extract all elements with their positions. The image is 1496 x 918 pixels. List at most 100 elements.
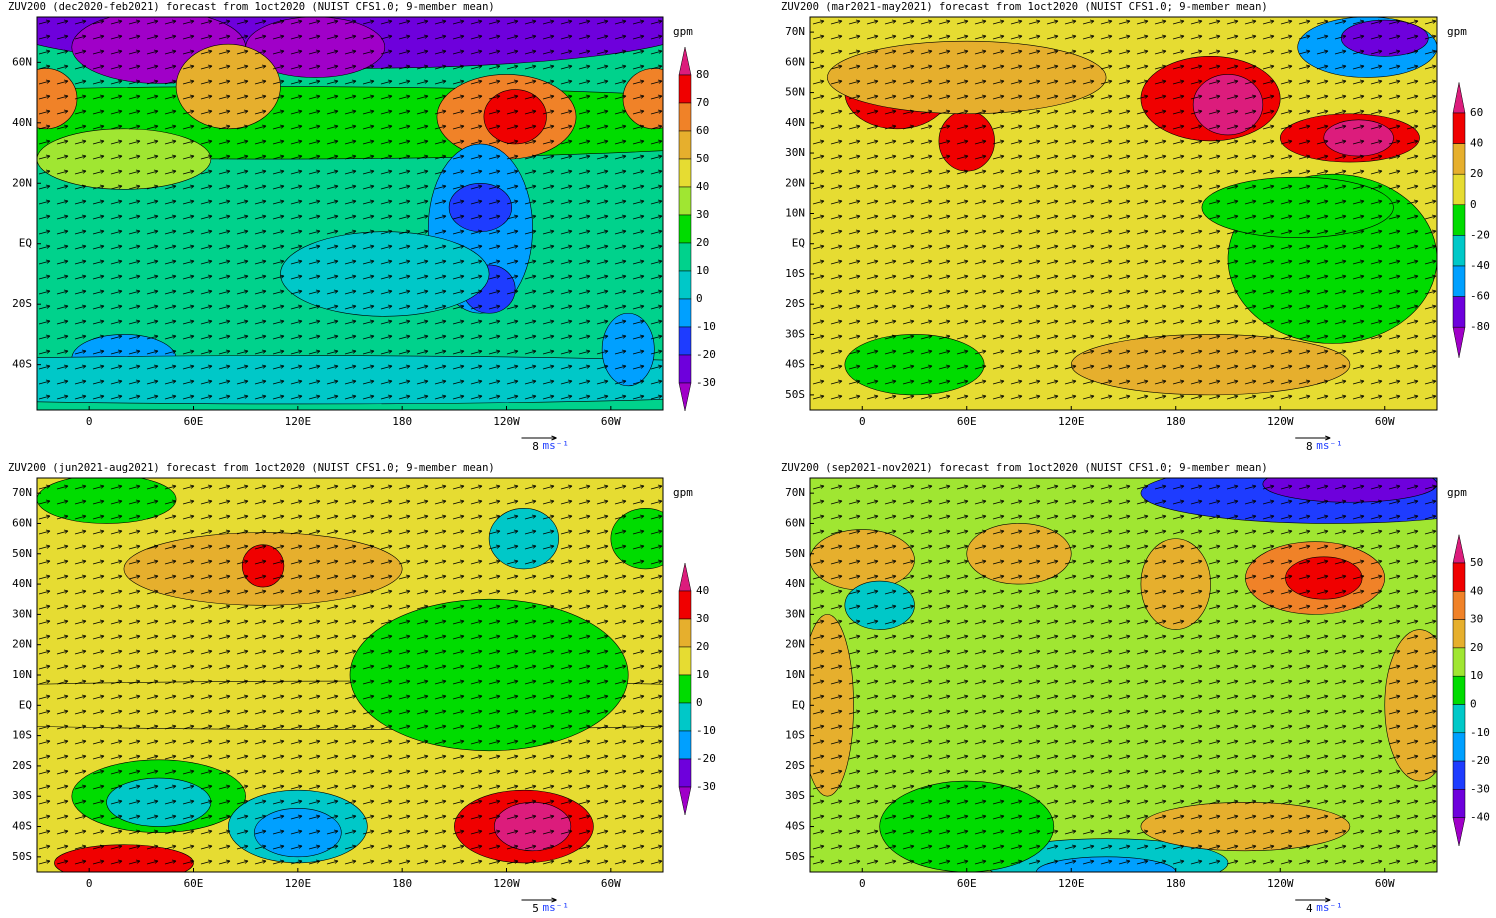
lat-tick-label: 50S: [785, 850, 805, 863]
colorbar-bin: [678, 186, 692, 216]
colorbar-label: -40: [1470, 811, 1490, 824]
colorbar-bin: [1452, 704, 1466, 734]
colorbar-unit: gpm: [673, 25, 693, 38]
lat-tick-label: 40N: [12, 577, 32, 590]
colorbar-label: 40: [696, 180, 709, 193]
colorbar-label: 70: [696, 96, 709, 109]
colorbar-bin: [678, 74, 692, 104]
colorbar-bin: [1452, 173, 1466, 206]
reference-value: 5: [532, 902, 539, 914]
wind-vectors: [810, 478, 1437, 872]
colorbar-label: -10: [696, 724, 716, 737]
lat-tick-label: 60N: [12, 516, 32, 529]
lon-tick-label: 120E: [1058, 877, 1085, 890]
colorbar-bin: [1452, 204, 1466, 236]
colorbar-label: -20: [696, 348, 716, 361]
colorbar-bin: [1452, 591, 1466, 620]
colorbar-bin: [678, 298, 692, 328]
colorbar-bin: [1452, 647, 1466, 677]
lat-tick-label: 40N: [785, 577, 805, 590]
panel-title: ZUV200 (dec2020-feb2021) forecast from 1…: [8, 1, 495, 13]
lat-tick-label: 20S: [12, 297, 32, 310]
colorbar-bin: [1452, 732, 1466, 762]
colorbar-label: 50: [1470, 556, 1483, 569]
lon-tick-label: 180: [392, 415, 412, 428]
colorbar-extend: [1452, 817, 1466, 847]
map-field: [37, 478, 663, 872]
colorbar-bin: [678, 130, 692, 160]
lat-tick-label: 50S: [12, 850, 32, 863]
colorbar-label: -30: [1470, 782, 1490, 795]
colorbar-bin: [1452, 265, 1466, 297]
lat-tick-label: 20N: [12, 176, 32, 189]
colorbar-bin: [1452, 789, 1466, 818]
colorbar-label: 30: [696, 612, 709, 625]
panel-title: ZUV200 (sep2021-nov2021) forecast from 1…: [781, 462, 1268, 474]
colorbar-bin: [678, 646, 692, 676]
lat-tick-label: 40N: [12, 116, 32, 129]
lat-tick-label: 50S: [785, 388, 805, 401]
colorbar-bin: [1452, 143, 1466, 175]
colorbar-label: -20: [1470, 754, 1490, 767]
lon-tick-label: 120W: [1267, 415, 1294, 428]
colorbar-label: 60: [696, 124, 709, 137]
colorbar-label: 10: [696, 264, 709, 277]
colorbar-extend: [678, 562, 692, 592]
colorbar-label: 0: [1470, 698, 1477, 711]
lat-tick-label: 30S: [785, 789, 805, 802]
reference-unit: ms⁻¹: [543, 901, 570, 914]
reference-value: 8: [532, 440, 539, 453]
lat-tick-label: EQ: [19, 698, 32, 711]
reference-value: 4: [1306, 902, 1313, 914]
lon-tick-label: 60E: [957, 415, 977, 428]
reference-unit: ms⁻¹: [543, 439, 570, 452]
lon-tick-label: 60W: [1375, 877, 1395, 890]
colorbar-bin: [678, 730, 692, 760]
colorbar-label: 80: [696, 68, 709, 81]
lat-tick-label: 20S: [12, 759, 32, 772]
reference-vector: [521, 435, 557, 441]
map-panel: ZUV200 (sep2021-nov2021) forecast from 1…: [781, 462, 1490, 915]
lat-tick-label: 40S: [785, 820, 805, 833]
lon-tick-label: 60W: [601, 415, 621, 428]
reference-vector: [1295, 897, 1331, 903]
lat-tick-label: 40N: [785, 116, 805, 129]
lat-tick-label: 10S: [12, 729, 32, 742]
colorbar-label: 0: [1470, 198, 1477, 211]
lat-tick-label: EQ: [792, 237, 805, 250]
colorbar-extend: [678, 46, 692, 76]
panel-title: ZUV200 (mar2021-may2021) forecast from 1…: [781, 1, 1268, 13]
reference-vector: [521, 897, 557, 903]
colorbar-label: 60: [1470, 106, 1483, 119]
colorbar-label: 40: [696, 584, 709, 597]
lon-tick-label: 180: [1166, 877, 1186, 890]
lat-tick-label: 30N: [12, 607, 32, 620]
colorbar-bin: [678, 102, 692, 132]
lat-tick-label: 10N: [785, 207, 805, 220]
lat-tick-label: 70N: [12, 486, 32, 499]
colorbar-label: 30: [1470, 613, 1483, 626]
lon-tick-label: 180: [1166, 415, 1186, 428]
lat-tick-label: 20S: [785, 759, 805, 772]
colorbar-unit: gpm: [673, 486, 693, 499]
lon-tick-label: 120E: [285, 415, 312, 428]
colorbar-bin: [678, 702, 692, 732]
lat-tick-label: 70N: [785, 486, 805, 499]
colorbar-bin: [678, 214, 692, 244]
lon-tick-label: 0: [859, 877, 866, 890]
lon-tick-label: 120E: [1058, 415, 1085, 428]
colorbar-label: -30: [696, 780, 716, 793]
lat-tick-label: 60N: [12, 55, 32, 68]
lat-tick-label: 30N: [785, 607, 805, 620]
colorbar-bin: [678, 270, 692, 300]
lat-tick-label: 20N: [785, 638, 805, 651]
lon-tick-label: 60W: [1375, 415, 1395, 428]
colorbar-label: 20: [1470, 167, 1483, 180]
colorbar-bin: [1452, 760, 1466, 790]
map-panel: ZUV200 (dec2020-feb2021) forecast from 1…: [8, 1, 716, 453]
colorbar-bin: [1452, 619, 1466, 649]
colorbar-label: -80: [1470, 320, 1490, 333]
map-frame: [36, 16, 664, 411]
colorbar-extend: [1452, 534, 1466, 564]
lat-tick-label: 20N: [785, 176, 805, 189]
